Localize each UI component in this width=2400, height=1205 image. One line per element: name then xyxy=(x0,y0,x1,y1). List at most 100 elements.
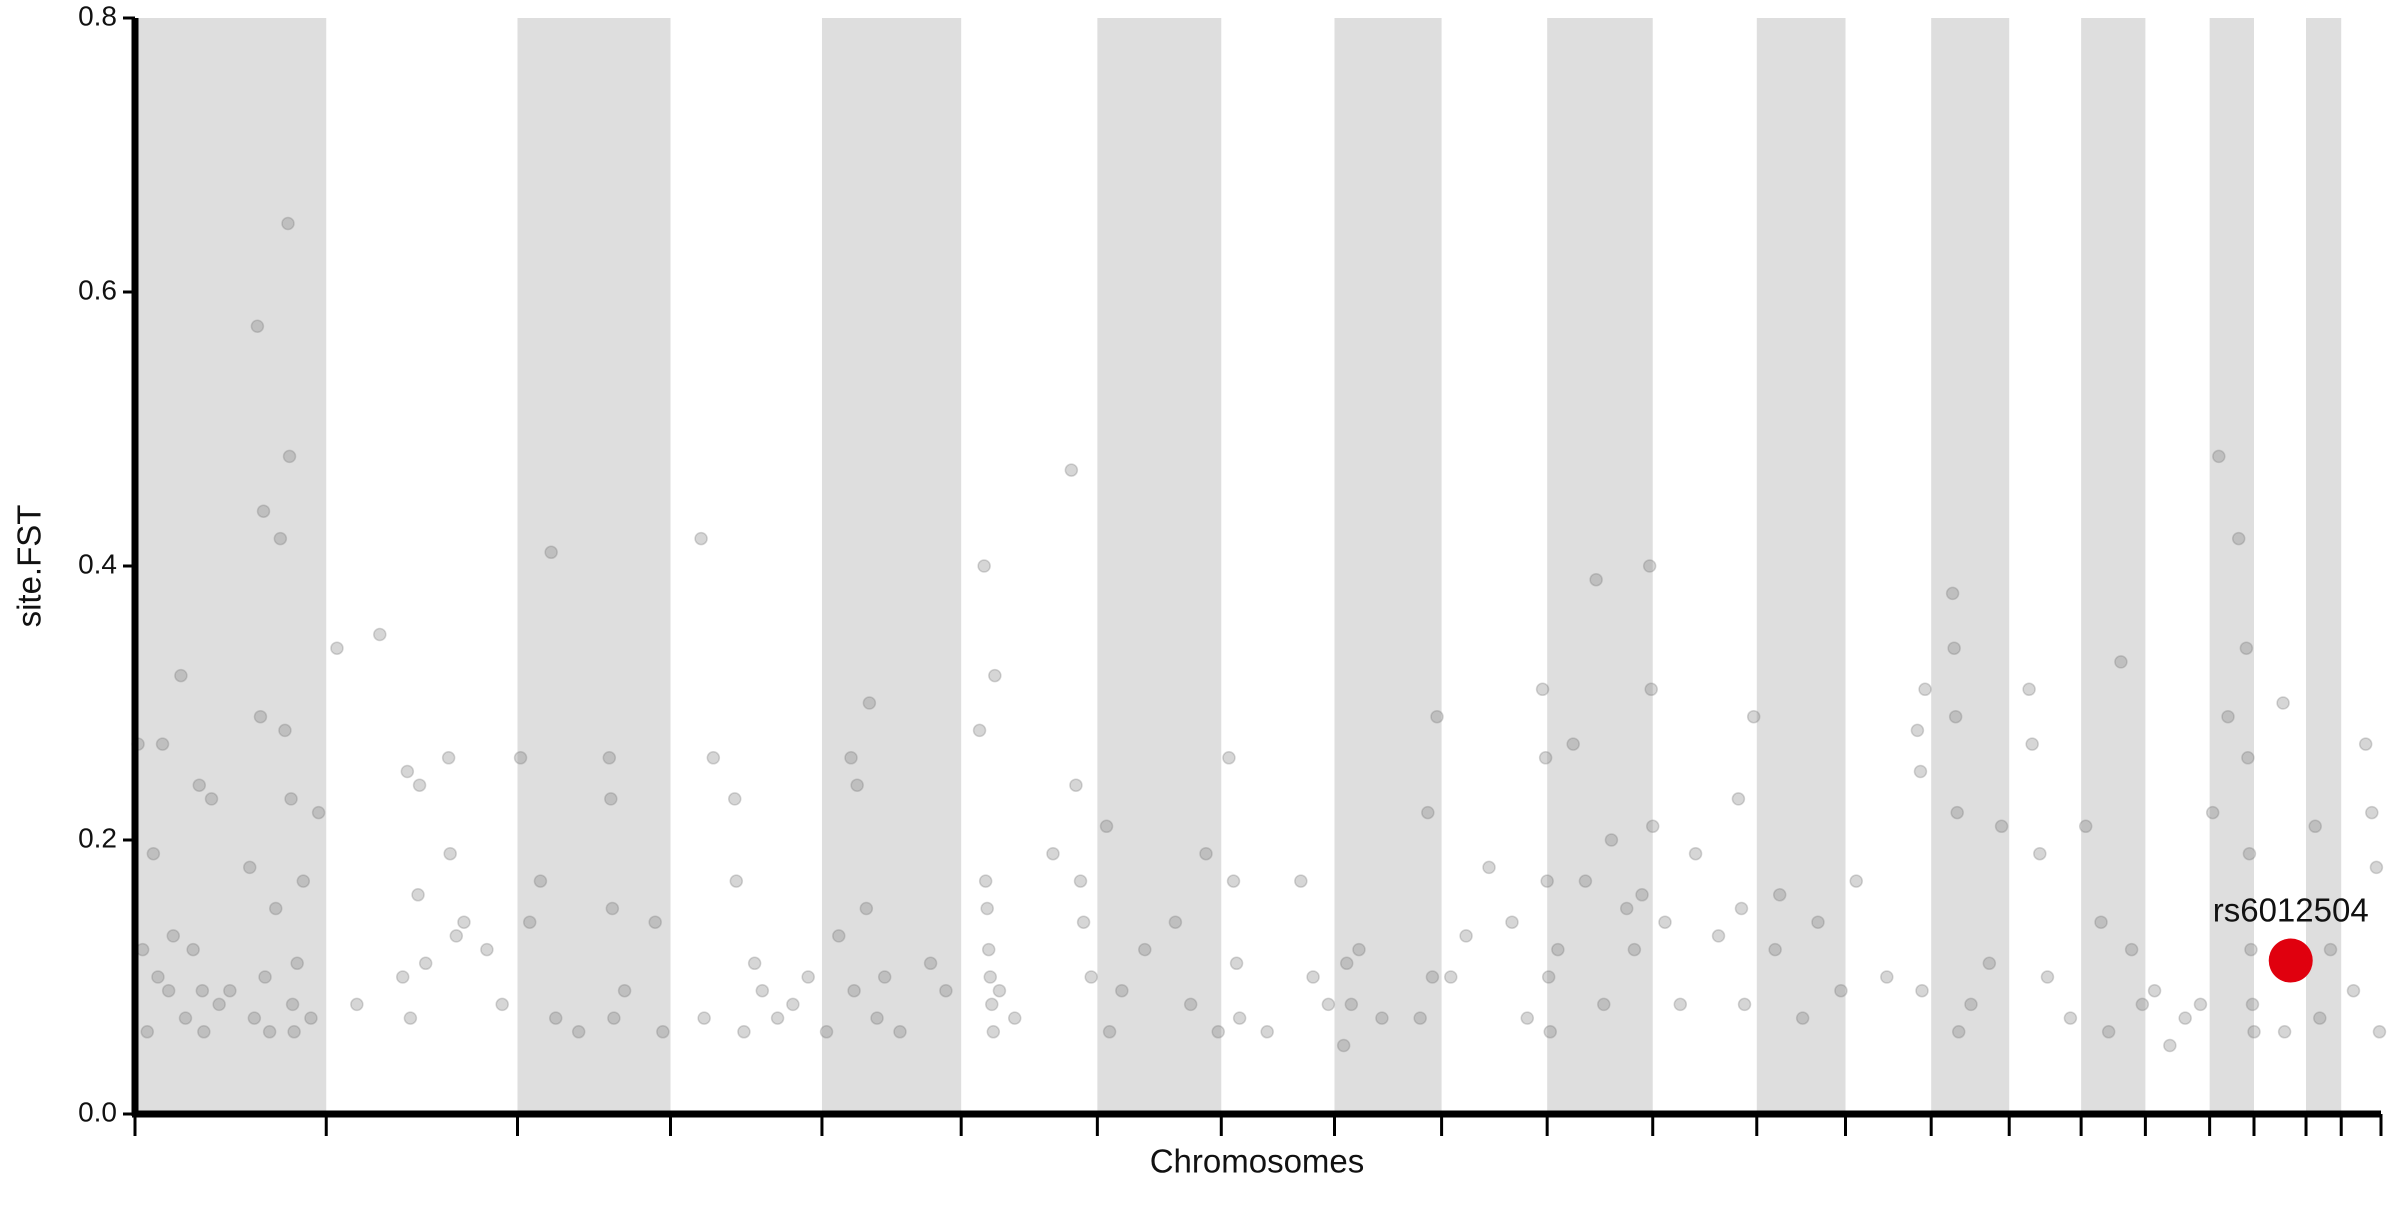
snp-point xyxy=(282,449,297,464)
snp-point xyxy=(648,915,662,929)
highlight-label: rs6012504 xyxy=(2213,891,2369,928)
snp-point xyxy=(939,983,953,998)
snp-point xyxy=(2308,819,2322,834)
snp-point xyxy=(656,1025,670,1039)
snp-point xyxy=(480,942,494,957)
snp-point xyxy=(204,792,219,806)
snp-point xyxy=(253,709,268,724)
y-tick-label: 0.2 xyxy=(78,822,117,853)
snp-point xyxy=(2221,709,2235,724)
snp-point xyxy=(870,1011,884,1025)
snp-point xyxy=(1950,805,1964,820)
snp-point xyxy=(1731,792,1746,806)
snp-point xyxy=(2124,942,2139,957)
snp-point xyxy=(262,1025,277,1039)
snp-point xyxy=(1635,888,1649,902)
snp-point xyxy=(1627,942,1642,957)
snp-point xyxy=(443,846,457,861)
snp-point xyxy=(1073,874,1088,888)
snp-point xyxy=(2040,970,2055,984)
snp-point xyxy=(1746,709,1761,724)
snp-point xyxy=(1007,1011,1022,1025)
snp-point xyxy=(697,1011,711,1025)
snp-point xyxy=(242,860,257,875)
snp-point xyxy=(1211,1025,1225,1039)
snp-point xyxy=(1183,997,1198,1012)
snp-point xyxy=(513,751,528,765)
snp-point xyxy=(1688,846,1703,861)
snp-point xyxy=(1294,874,1308,888)
snp-point xyxy=(1880,970,1894,984)
snp-point xyxy=(1951,1025,1966,1039)
snp-point xyxy=(1535,682,1550,697)
snp-point xyxy=(1168,915,1183,929)
snp-point xyxy=(197,1025,211,1039)
snp-point xyxy=(1915,983,1929,998)
snp-point xyxy=(250,319,265,333)
snp-point xyxy=(1849,874,1863,888)
snp-point xyxy=(192,778,207,792)
snp-point xyxy=(1226,874,1241,888)
snp-point xyxy=(151,970,165,984)
snp-point xyxy=(1964,997,1978,1012)
chromosome-band xyxy=(2081,18,2146,1114)
snp-point xyxy=(1222,751,1236,765)
y-tick-label: 0.4 xyxy=(78,548,117,579)
snp-point xyxy=(1734,901,1749,916)
snp-point xyxy=(1551,942,1565,957)
snp-point xyxy=(350,997,364,1012)
snp-point xyxy=(285,997,300,1012)
snp-point xyxy=(441,751,456,765)
snp-point xyxy=(1644,682,1658,697)
snp-point xyxy=(983,970,998,984)
snp-point xyxy=(296,874,311,888)
snp-point xyxy=(2323,942,2338,957)
snp-point xyxy=(1069,778,1083,792)
snp-point xyxy=(1064,463,1079,477)
snp-point xyxy=(290,956,304,971)
snp-point xyxy=(850,778,864,792)
snp-point xyxy=(2193,997,2208,1012)
snp-point xyxy=(304,1011,318,1025)
chromosome-band xyxy=(517,18,671,1114)
snp-point xyxy=(1076,915,1091,929)
snp-point xyxy=(544,545,558,560)
snp-point xyxy=(278,723,292,738)
snp-point xyxy=(1642,559,1657,573)
snp-point xyxy=(1619,901,1634,916)
snp-point xyxy=(166,929,180,943)
snp-point xyxy=(1425,970,1440,984)
snp-point xyxy=(1430,709,1444,724)
y-tick-label: 0.6 xyxy=(78,274,117,305)
snp-point xyxy=(1541,970,1556,984)
snp-point xyxy=(548,1011,563,1025)
snp-point xyxy=(457,915,471,929)
chromosome-band xyxy=(1547,18,1653,1114)
snp-point xyxy=(1543,1025,1557,1039)
snp-point xyxy=(1084,970,1098,984)
snp-point xyxy=(161,983,176,998)
snp-point xyxy=(977,559,991,573)
snp-point xyxy=(1459,929,1473,943)
snp-point xyxy=(395,970,410,984)
snp-point xyxy=(1737,997,1752,1012)
chromosome-band xyxy=(1756,18,1846,1114)
snp-point xyxy=(1413,1011,1427,1025)
snp-point xyxy=(2277,1025,2292,1039)
snp-point xyxy=(186,942,200,957)
chromosome-band xyxy=(821,18,962,1114)
snp-point xyxy=(1948,709,1963,724)
snp-point xyxy=(1505,915,1519,929)
snp-point xyxy=(819,1025,834,1039)
snp-point xyxy=(311,805,326,820)
snp-point xyxy=(1199,846,1213,861)
snp-point xyxy=(1538,751,1553,765)
snp-point xyxy=(2346,983,2361,998)
snp-point xyxy=(449,929,464,943)
snp-point xyxy=(2205,805,2220,820)
snp-point xyxy=(1444,970,1458,984)
snp-point xyxy=(2033,846,2047,861)
snp-point xyxy=(786,997,800,1012)
